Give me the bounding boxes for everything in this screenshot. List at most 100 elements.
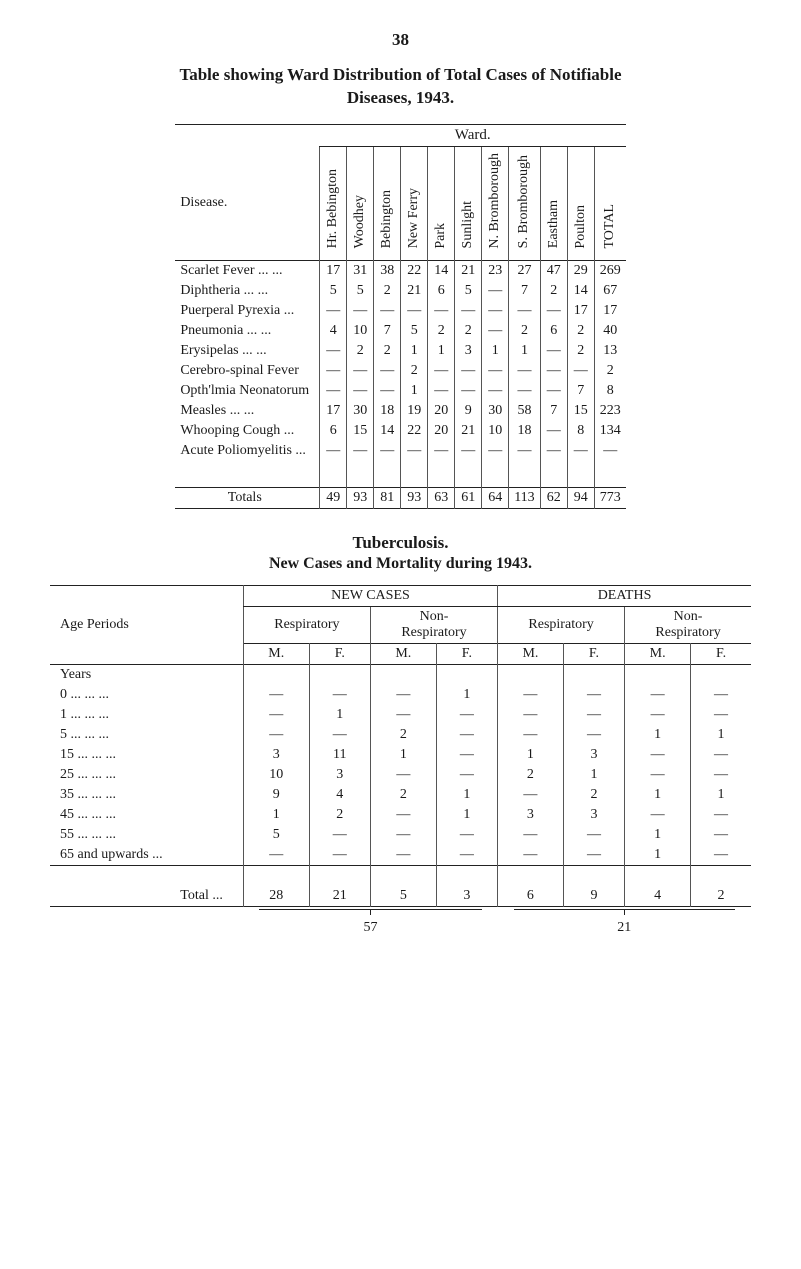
nonresp-3: Non- (674, 609, 703, 624)
ward-cell: — (455, 301, 482, 321)
ward-cell: 1 (509, 341, 540, 361)
ward-cell: 15 (567, 401, 594, 421)
ward-cell: 1 (428, 341, 455, 361)
ward-cell: 10 (482, 421, 509, 441)
ward-cell: — (320, 341, 347, 361)
ward-cell: 5 (320, 281, 347, 301)
ward-cell: — (482, 441, 509, 461)
tb-cell: 5 (243, 825, 309, 845)
age-periods-header: Age Periods (50, 585, 243, 664)
ward-cell: — (374, 361, 401, 381)
col-poulton: Poulton (573, 201, 589, 253)
ward-cell: — (347, 301, 374, 321)
disease-name: Puerperal Pyrexia ... (175, 301, 319, 321)
tb-cell: — (625, 745, 691, 765)
ward-cell: — (428, 301, 455, 321)
ward-cell: 6 (320, 421, 347, 441)
tb-total-cell: 6 (498, 886, 564, 907)
ward-cell: — (567, 361, 594, 381)
tb-cell: — (691, 745, 751, 765)
ward-cell: — (401, 301, 428, 321)
tb-cell: 3 (498, 805, 564, 825)
col-hr-bebington: Hr. Bebington (325, 165, 341, 252)
ward-cell: — (482, 281, 509, 301)
ward-cell: 67 (594, 281, 626, 301)
ward-cell: — (482, 381, 509, 401)
ward-cell: 1 (401, 341, 428, 361)
ward-cell: 21 (401, 281, 428, 301)
tb-total-cell: 5 (370, 886, 436, 907)
col-woodhey: Woodhey (352, 191, 368, 252)
disease-name: Cerebro-spinal Fever (175, 361, 319, 381)
ward-cell: 269 (594, 260, 626, 281)
col-n-bromborough: N. Bromborough (487, 149, 503, 253)
new-cases-header: NEW CASES (243, 585, 497, 606)
ward-cell: 31 (347, 260, 374, 281)
ward-cell: — (455, 381, 482, 401)
tb-total-label: Total ... (50, 886, 243, 907)
tb-cell: 1 (563, 765, 624, 785)
tb-cell: — (563, 685, 624, 705)
col-bebington: Bebington (379, 186, 395, 252)
ward-cell: — (509, 301, 540, 321)
ward-cell: — (320, 361, 347, 381)
ward-cell: 17 (320, 260, 347, 281)
ward-cell: 14 (567, 281, 594, 301)
mf: M. (498, 643, 564, 664)
brace-right-val: 21 (504, 920, 745, 936)
ward-cell: 17 (320, 401, 347, 421)
tb-cell: 3 (563, 805, 624, 825)
tb-cell: — (370, 825, 436, 845)
ward-cell: — (509, 381, 540, 401)
tb-cell: 9 (243, 785, 309, 805)
tb-cell: — (691, 805, 751, 825)
tb-cell: 1 (309, 705, 370, 725)
ward-cell: — (347, 441, 374, 461)
tb-cell: — (436, 705, 497, 725)
ward-cell: 6 (428, 281, 455, 301)
tb-cell: 1 (625, 785, 691, 805)
disease-header: Disease. (175, 146, 319, 260)
ward-cell: 223 (594, 401, 626, 421)
ward-cell: — (347, 361, 374, 381)
disease-name: Erysipelas ... ... (175, 341, 319, 361)
ward-total-cell: 63 (428, 487, 455, 508)
tb-cell: — (498, 705, 564, 725)
ward-cell: 8 (594, 381, 626, 401)
col-park: Park (433, 219, 449, 253)
ward-total-cell: 61 (455, 487, 482, 508)
tb-cell: — (691, 825, 751, 845)
ward-total-cell: 113 (509, 487, 540, 508)
ward-total-cell: 94 (567, 487, 594, 508)
tb-cell: 1 (436, 785, 497, 805)
ward-cell: 2 (509, 321, 540, 341)
tb-cell: 4 (309, 785, 370, 805)
tb-cell: — (309, 685, 370, 705)
brace-left-val: 57 (249, 920, 491, 936)
brace-left (259, 909, 481, 920)
tb-cell: 2 (309, 805, 370, 825)
ward-cell: — (540, 441, 567, 461)
tb-cell: 3 (243, 745, 309, 765)
ward-cell: 2 (347, 341, 374, 361)
tb-cell: — (691, 705, 751, 725)
age-cell: 1 ... ... ... (50, 705, 243, 725)
tb-cell: — (498, 725, 564, 745)
age-cell: 0 ... ... ... (50, 685, 243, 705)
ward-cell: 2 (455, 321, 482, 341)
col-sunlight: Sunlight (460, 197, 476, 252)
ward-cell: 30 (482, 401, 509, 421)
ward-cell: 2 (567, 341, 594, 361)
ward-cell: — (374, 381, 401, 401)
ward-total-cell: 93 (347, 487, 374, 508)
tb-cell: — (625, 805, 691, 825)
ward-cell: — (374, 441, 401, 461)
tb-cell: 2 (563, 785, 624, 805)
age-cell: 45 ... ... ... (50, 805, 243, 825)
tb-subtitle: New Cases and Mortality during 1943. (50, 555, 751, 573)
disease-name: Opth'lmia Neonatorum (175, 381, 319, 401)
page-number: 38 (50, 30, 751, 50)
tb-cell: — (625, 765, 691, 785)
tb-cell: 2 (370, 725, 436, 745)
ward-cell: — (455, 441, 482, 461)
